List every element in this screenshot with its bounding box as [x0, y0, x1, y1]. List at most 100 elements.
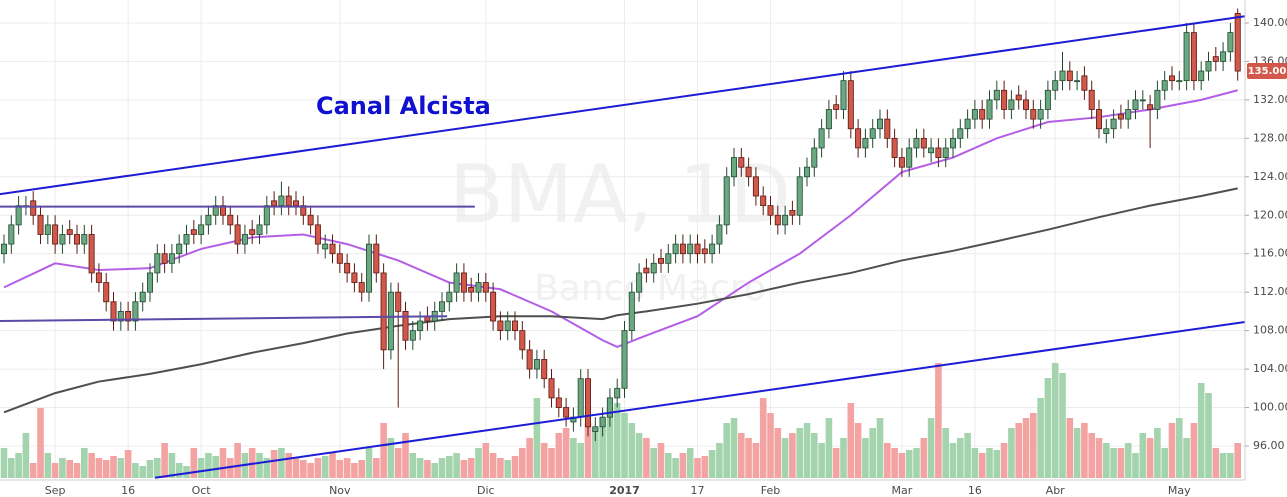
- x-tick-label: 17: [691, 484, 705, 497]
- volume-bar: [708, 450, 716, 478]
- candle-body: [322, 243, 329, 250]
- volume-bar: [270, 450, 278, 478]
- volume-bar: [1015, 423, 1023, 478]
- candle-body: [1066, 70, 1073, 82]
- volume-bar: [453, 453, 460, 478]
- volume-bar: [278, 448, 285, 478]
- volume-bar: [716, 443, 723, 478]
- candle-body: [1052, 80, 1059, 91]
- volume-bar: [599, 418, 606, 478]
- volume-bar: [460, 460, 468, 478]
- candle-body: [833, 104, 840, 110]
- volume-bar: [869, 428, 877, 478]
- volume-bar: [533, 398, 541, 478]
- candle-body: [1030, 109, 1037, 120]
- x-tick-label: Oct: [192, 484, 212, 497]
- candle-body: [1023, 99, 1030, 110]
- volume-bar: [592, 428, 599, 478]
- volume-bar: [219, 448, 227, 478]
- y-tick-label: 124.00: [1253, 170, 1287, 183]
- volume-bar: [1081, 423, 1088, 478]
- volume-bar: [489, 453, 497, 478]
- volume-bar: [519, 448, 526, 478]
- volume-bar: [1139, 433, 1147, 478]
- candle-body: [585, 378, 592, 428]
- y-tick-label: 140.00: [1253, 16, 1287, 29]
- x-tick-label: 16: [968, 484, 982, 497]
- volume-bar: [329, 453, 336, 478]
- volume-bar: [847, 403, 855, 478]
- candle-body: [935, 147, 942, 158]
- candle-body: [168, 253, 175, 264]
- candle-body: [1212, 56, 1219, 62]
- volume-bar: [1095, 438, 1103, 478]
- candle-body: [103, 282, 110, 303]
- x-tick-label: 16: [121, 484, 135, 497]
- volume-bar: [876, 418, 884, 478]
- volume-bar: [628, 423, 636, 478]
- candle-body: [44, 224, 51, 235]
- candle-body: [15, 205, 22, 226]
- candle-body: [1220, 51, 1227, 62]
- candle-body: [125, 310, 132, 322]
- candle-body: [526, 349, 533, 370]
- volume-bar: [825, 418, 833, 478]
- candle-body: [1169, 75, 1176, 82]
- volume-bar: [862, 438, 869, 478]
- volume-bar: [971, 448, 979, 478]
- volume-bar: [59, 458, 66, 478]
- candle-body: [344, 262, 351, 274]
- volume-bar: [497, 458, 504, 478]
- volume-bar: [1030, 413, 1037, 478]
- volume-bar: [1073, 428, 1081, 478]
- volume-bar: [365, 448, 373, 478]
- y-tick-label: 96.00: [1253, 439, 1285, 452]
- x-tick-label: Sep: [45, 484, 66, 497]
- x-tick-label: Abr: [1046, 484, 1066, 497]
- volume-bar: [1000, 443, 1008, 478]
- candle-body: [1, 243, 8, 255]
- candle-body: [738, 157, 745, 168]
- volume-bar: [1022, 418, 1030, 478]
- volume-bar: [526, 438, 533, 478]
- volume-bar: [387, 438, 395, 478]
- candle-body: [636, 272, 643, 293]
- volume-bar: [300, 460, 307, 478]
- moving-average: [3, 187, 1238, 414]
- candle-body: [818, 128, 825, 149]
- volume-bar: [606, 408, 614, 478]
- candle-body: [293, 200, 300, 207]
- volume-bar: [796, 428, 804, 478]
- candle-body: [366, 243, 373, 293]
- volume-bar: [351, 463, 358, 478]
- candle-body: [380, 272, 387, 351]
- volume-bar: [146, 460, 154, 478]
- candle-body: [241, 234, 248, 245]
- volume-bar: [475, 448, 482, 478]
- trend-line: [0, 315, 448, 323]
- candle-body: [731, 157, 738, 178]
- candle-body: [1161, 80, 1168, 91]
- volume-bar: [380, 423, 387, 478]
- candle-body: [329, 243, 336, 255]
- moving-average: [3, 89, 1238, 349]
- volume-bar: [373, 458, 380, 478]
- candle-body: [891, 137, 898, 158]
- volume-bar: [438, 458, 446, 478]
- volume-bar: [957, 438, 964, 478]
- volume-bar: [730, 418, 738, 478]
- volume-bar: [1037, 398, 1044, 478]
- candle-body: [1176, 80, 1183, 83]
- volume-bar: [752, 443, 760, 478]
- candle-body: [205, 214, 212, 226]
- candle-body: [950, 137, 957, 149]
- candle-body: [767, 205, 774, 216]
- volume-bar: [336, 460, 344, 478]
- volume-bar: [1197, 383, 1205, 478]
- candle-body: [1227, 32, 1234, 53]
- candle-body: [1198, 70, 1205, 82]
- volume-bar: [694, 458, 701, 478]
- volume-bar: [88, 453, 95, 478]
- candle-body: [139, 291, 146, 303]
- volume-bar: [446, 456, 453, 478]
